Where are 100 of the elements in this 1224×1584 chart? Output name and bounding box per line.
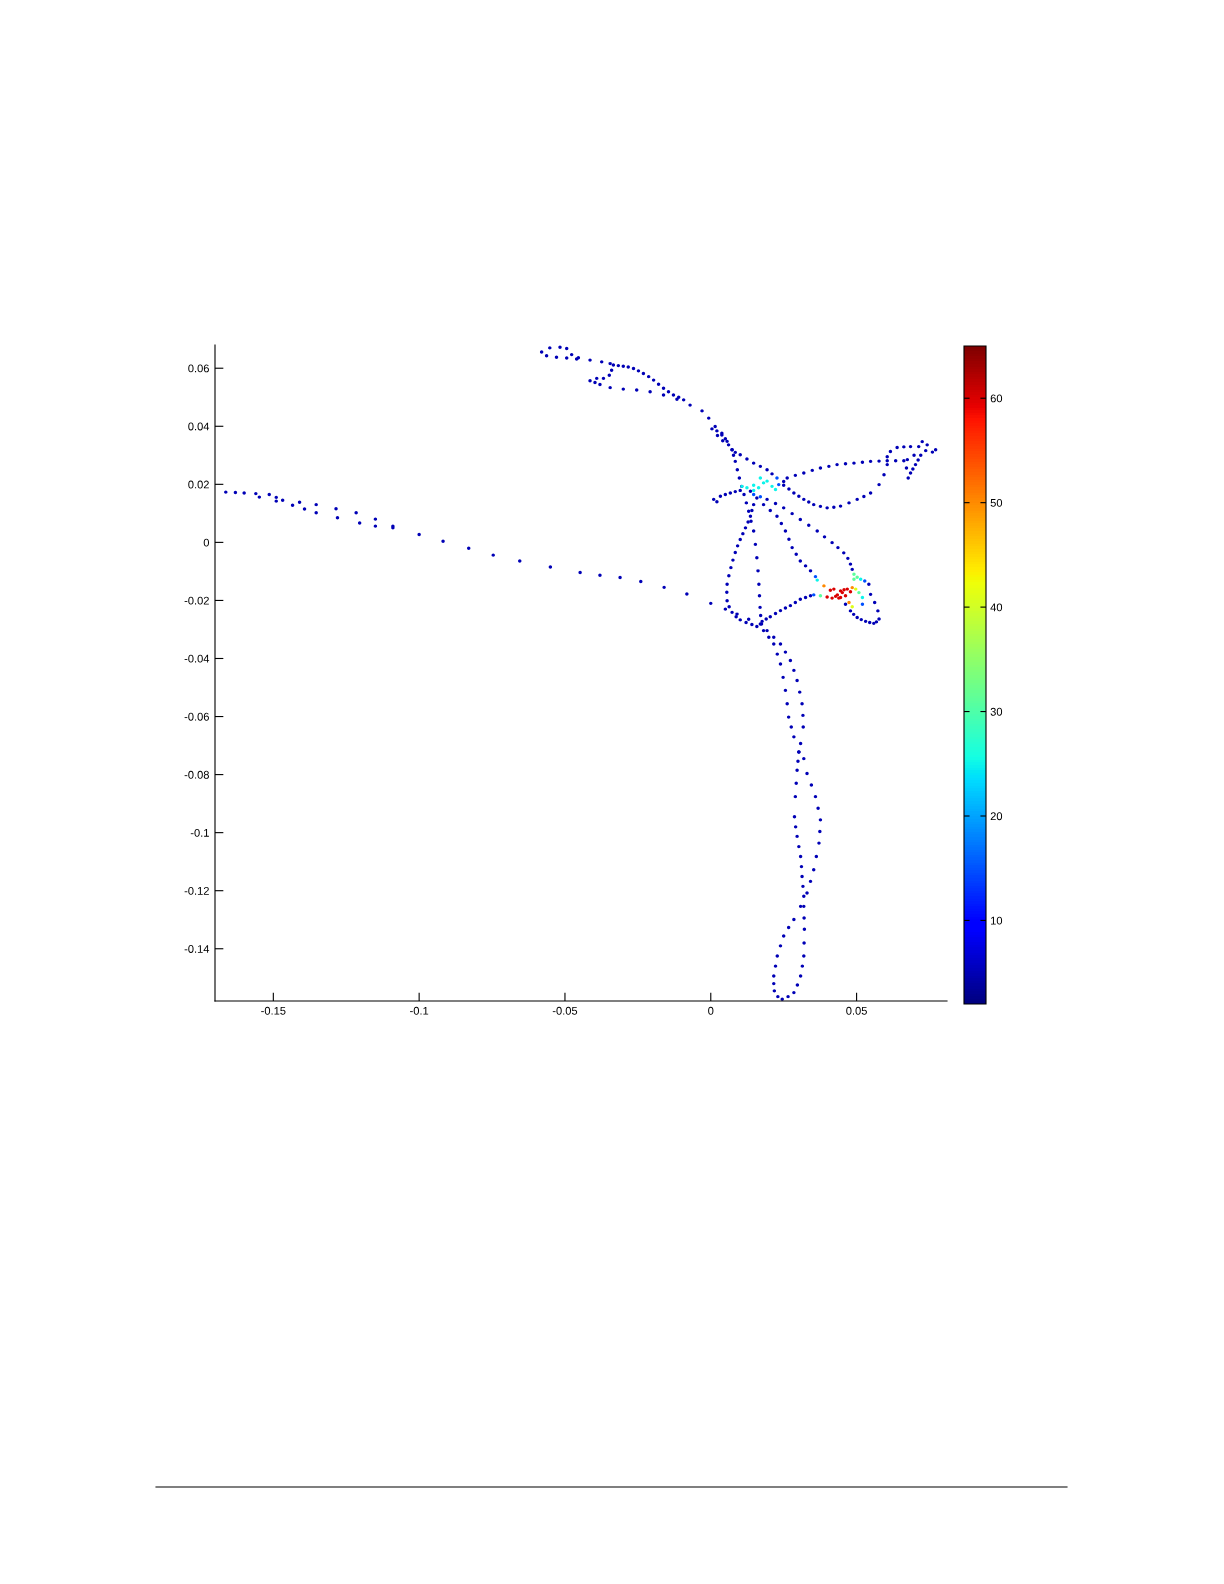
point: [792, 917, 796, 922]
point: [787, 537, 791, 541]
point: [757, 594, 762, 598]
point: [800, 964, 805, 968]
point: [710, 427, 714, 431]
point: [745, 486, 749, 490]
point: [868, 592, 873, 597]
point: [797, 844, 801, 849]
point: [868, 620, 872, 625]
point: [818, 594, 823, 598]
point: [877, 459, 881, 463]
point: [758, 613, 763, 618]
point: [796, 759, 800, 763]
point: [681, 398, 686, 402]
point: [799, 864, 804, 869]
point: [595, 376, 599, 381]
color-bar-label: 50: [990, 498, 1003, 507]
point: [792, 668, 796, 673]
point: [723, 607, 728, 611]
point: [906, 476, 910, 480]
point: [792, 814, 797, 819]
point: [843, 602, 848, 606]
point: [738, 537, 742, 542]
point: [608, 385, 612, 390]
point: [726, 443, 731, 447]
point: [711, 497, 716, 502]
point: [755, 496, 759, 500]
color-bar-label: 30: [990, 707, 1003, 716]
y-tick-label: -0.14: [184, 945, 210, 953]
point: [802, 941, 806, 945]
point: [733, 489, 737, 494]
color-bar-label: 10: [991, 916, 1003, 925]
point: [848, 590, 853, 594]
point: [636, 369, 641, 373]
point: [798, 559, 803, 563]
point: [373, 517, 378, 521]
point: [801, 884, 805, 889]
y-tick-label: -0.02: [184, 596, 209, 605]
color-bar-label: 20: [990, 812, 1003, 821]
point: [798, 741, 803, 746]
point: [601, 376, 606, 381]
x-tick-label: -0.15: [261, 1006, 286, 1015]
point: [818, 829, 822, 834]
point: [843, 462, 848, 466]
point: [793, 794, 798, 799]
point: [725, 582, 729, 586]
point: [779, 521, 784, 526]
point: [733, 550, 737, 555]
point: [832, 587, 836, 591]
point: [741, 531, 745, 536]
point: [912, 453, 916, 457]
point: [758, 464, 763, 469]
point: [554, 355, 559, 359]
point: [793, 600, 798, 605]
point: [688, 403, 692, 407]
y-tick-label: 0.04: [188, 422, 210, 431]
point: [814, 854, 819, 859]
point: [357, 521, 362, 525]
point: [730, 610, 734, 615]
point: [666, 390, 671, 394]
point: [751, 461, 756, 465]
point: [815, 578, 819, 582]
point: [770, 472, 774, 476]
point: [765, 479, 769, 483]
y-tick-label: -0.08: [184, 770, 209, 779]
point: [817, 841, 821, 845]
x-tick-label: 0: [708, 1006, 714, 1015]
point: [786, 715, 791, 719]
point: [792, 491, 796, 495]
point: [733, 450, 737, 455]
point: [781, 479, 786, 484]
x-tick-label: -0.1: [410, 1006, 429, 1015]
point: [565, 356, 569, 360]
point: [548, 346, 552, 350]
point: [753, 542, 758, 547]
point: [715, 429, 719, 433]
point: [810, 468, 814, 473]
point: [798, 904, 803, 909]
point: [749, 519, 753, 523]
point: [798, 854, 803, 859]
point: [863, 619, 868, 624]
point: [441, 539, 445, 543]
point: [855, 615, 859, 620]
point: [888, 449, 893, 454]
x-tick-label: -0.05: [552, 1006, 578, 1015]
point: [795, 768, 799, 772]
point: [863, 579, 867, 583]
point: [764, 617, 768, 621]
point: [639, 579, 643, 584]
point: [777, 482, 781, 487]
point: [751, 492, 756, 497]
point: [267, 492, 271, 497]
point: [807, 500, 811, 504]
y-tick-label: 0.06: [188, 364, 209, 373]
y-tick-label: 0.02: [188, 480, 209, 489]
point: [768, 508, 772, 513]
point: [792, 990, 796, 995]
point: [813, 794, 818, 799]
point: [872, 600, 877, 605]
point: [748, 514, 753, 518]
